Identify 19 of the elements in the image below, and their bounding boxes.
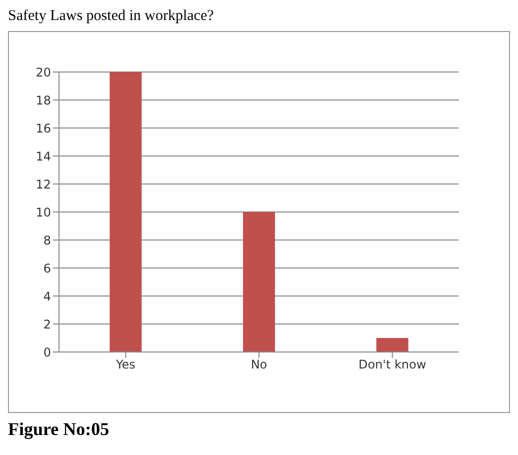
y-tick-label: 0 <box>43 345 51 360</box>
y-tick-label: 2 <box>43 317 51 332</box>
y-tick-label: 10 <box>36 205 51 220</box>
bar <box>110 72 142 352</box>
bar <box>243 212 275 352</box>
x-tick-label: No <box>250 358 268 372</box>
y-tick-label: 6 <box>43 261 51 276</box>
x-tick-label: Don't know <box>358 358 426 372</box>
bar <box>376 338 408 352</box>
y-tick-label: 12 <box>36 177 51 192</box>
x-tick-label: Yes <box>114 358 136 372</box>
text: Figure No:05 <box>8 419 110 440</box>
y-tick-label: 14 <box>36 149 51 164</box>
y-tick-label: 8 <box>43 233 51 248</box>
y-tick-label: 16 <box>36 121 51 136</box>
y-tick-label: 20 <box>36 65 51 80</box>
chart-title: Safety Laws posted in workplace? <box>8 8 215 25</box>
y-tick-label: 18 <box>36 93 51 108</box>
y-tick-label: 4 <box>43 289 51 304</box>
